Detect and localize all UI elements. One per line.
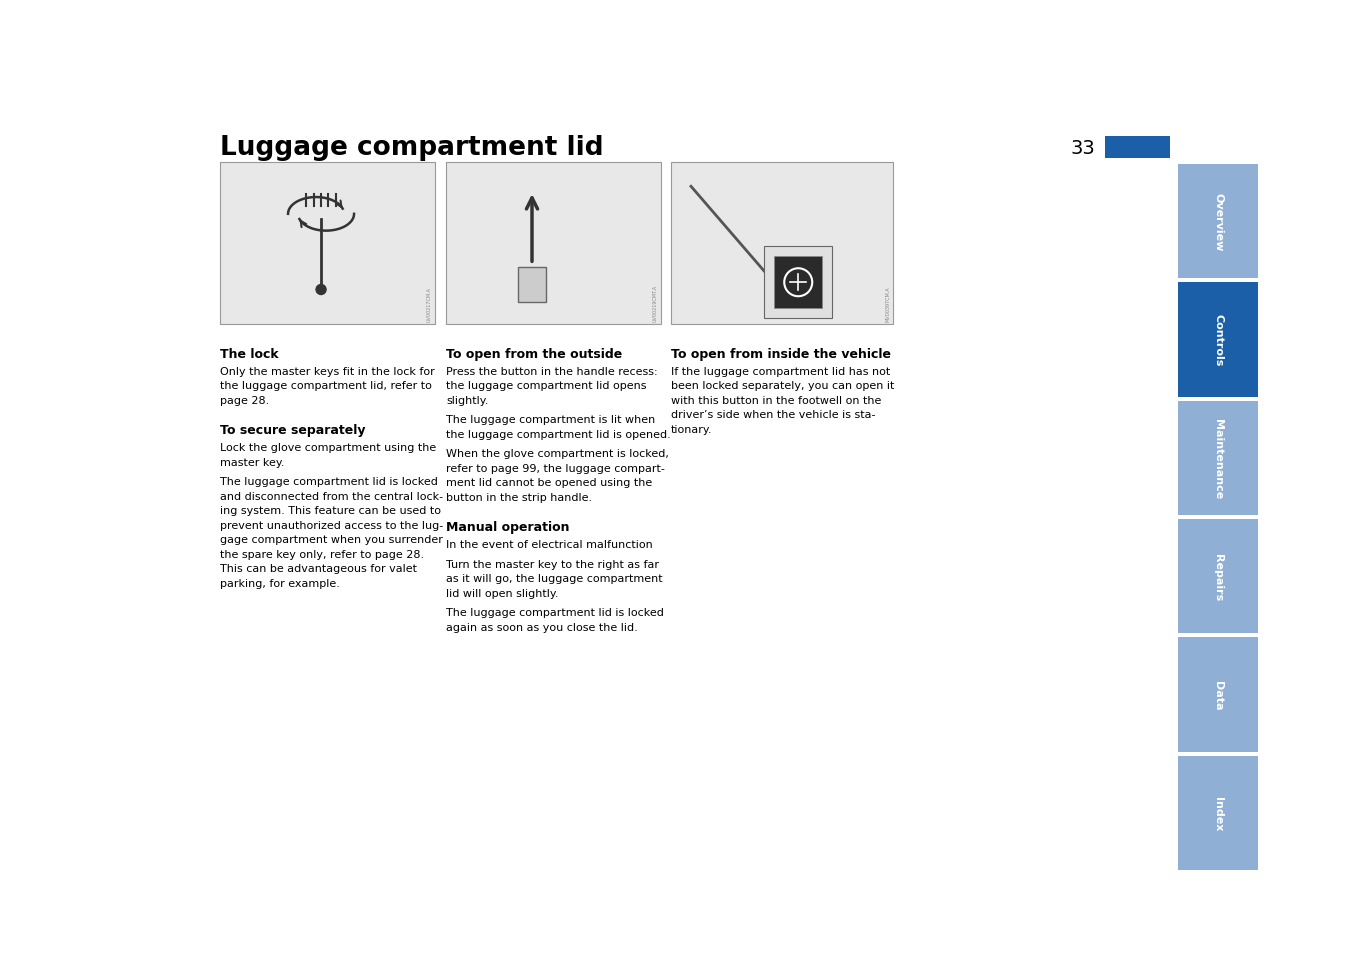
Bar <box>517 268 546 303</box>
Text: To open from the outside: To open from the outside <box>446 348 623 360</box>
Bar <box>1178 283 1258 397</box>
Text: MV00397CM.A: MV00397CM.A <box>885 286 890 322</box>
Text: To open from inside the vehicle: To open from inside the vehicle <box>671 348 892 360</box>
Text: Repairs: Repairs <box>1213 553 1223 600</box>
Text: UV00217CM.A: UV00217CM.A <box>427 287 432 322</box>
Text: The lock: The lock <box>220 348 278 360</box>
Text: The luggage compartment is lit when: The luggage compartment is lit when <box>446 416 655 425</box>
Text: refer to page 99, the luggage compart-: refer to page 99, the luggage compart- <box>446 463 665 474</box>
Bar <box>446 163 661 325</box>
Text: the luggage compartment lid opens: the luggage compartment lid opens <box>446 381 647 391</box>
Text: The luggage compartment lid is locked: The luggage compartment lid is locked <box>220 477 438 487</box>
Text: Maintenance: Maintenance <box>1213 418 1223 498</box>
Text: To secure separately: To secure separately <box>220 424 366 437</box>
Text: driver’s side when the vehicle is sta-: driver’s side when the vehicle is sta- <box>671 410 875 420</box>
Text: Data: Data <box>1213 680 1223 709</box>
Bar <box>774 257 823 309</box>
Bar <box>765 247 832 319</box>
Text: 33: 33 <box>1070 138 1096 157</box>
Text: been locked separately, you can open it: been locked separately, you can open it <box>671 381 894 391</box>
Text: ing system. This feature can be used to: ing system. This feature can be used to <box>220 506 440 516</box>
Bar <box>1178 756 1258 870</box>
Text: prevent unauthorized access to the lug-: prevent unauthorized access to the lug- <box>220 520 443 531</box>
Bar <box>1105 137 1170 159</box>
Text: and disconnected from the central lock-: and disconnected from the central lock- <box>220 492 443 501</box>
Text: UV00219CMT.A: UV00219CMT.A <box>653 284 658 322</box>
Text: gage compartment when you surrender: gage compartment when you surrender <box>220 535 443 545</box>
Text: If the luggage compartment lid has not: If the luggage compartment lid has not <box>671 367 890 376</box>
Text: parking, for example.: parking, for example. <box>220 578 340 588</box>
Text: button in the strip handle.: button in the strip handle. <box>446 493 592 502</box>
Text: The luggage compartment lid is locked: The luggage compartment lid is locked <box>446 608 663 618</box>
Bar <box>1178 519 1258 634</box>
Text: Only the master keys fit in the lock for: Only the master keys fit in the lock for <box>220 367 435 376</box>
Text: as it will go, the luggage compartment: as it will go, the luggage compartment <box>446 574 662 584</box>
Text: with this button in the footwell on the: with this button in the footwell on the <box>671 395 881 406</box>
Text: Turn the master key to the right as far: Turn the master key to the right as far <box>446 559 659 569</box>
Bar <box>1178 401 1258 516</box>
Text: Controls: Controls <box>1213 314 1223 366</box>
Text: Press the button in the handle recess:: Press the button in the handle recess: <box>446 367 658 376</box>
Text: master key.: master key. <box>220 457 285 468</box>
Bar <box>1178 165 1258 279</box>
Circle shape <box>316 285 326 295</box>
Bar <box>671 163 893 325</box>
Text: This can be advantageous for valet: This can be advantageous for valet <box>220 564 417 574</box>
Bar <box>1178 638 1258 752</box>
Text: tionary.: tionary. <box>671 424 712 435</box>
Text: In the event of electrical malfunction: In the event of electrical malfunction <box>446 540 653 550</box>
Text: the spare key only, refer to page 28.: the spare key only, refer to page 28. <box>220 550 424 559</box>
Text: Lock the glove compartment using the: Lock the glove compartment using the <box>220 443 436 453</box>
Text: slightly.: slightly. <box>446 395 488 406</box>
Text: Manual operation: Manual operation <box>446 521 570 534</box>
Text: Luggage compartment lid: Luggage compartment lid <box>220 135 604 161</box>
Text: the luggage compartment lid is opened.: the luggage compartment lid is opened. <box>446 430 670 439</box>
Text: Overview: Overview <box>1213 193 1223 251</box>
Text: lid will open slightly.: lid will open slightly. <box>446 588 558 598</box>
Text: Index: Index <box>1213 796 1223 830</box>
Text: page 28.: page 28. <box>220 395 269 406</box>
Text: again as soon as you close the lid.: again as soon as you close the lid. <box>446 622 638 633</box>
Text: ment lid cannot be opened using the: ment lid cannot be opened using the <box>446 478 653 488</box>
Text: the luggage compartment lid, refer to: the luggage compartment lid, refer to <box>220 381 432 391</box>
Text: When the glove compartment is locked,: When the glove compartment is locked, <box>446 449 669 459</box>
Bar <box>220 163 435 325</box>
